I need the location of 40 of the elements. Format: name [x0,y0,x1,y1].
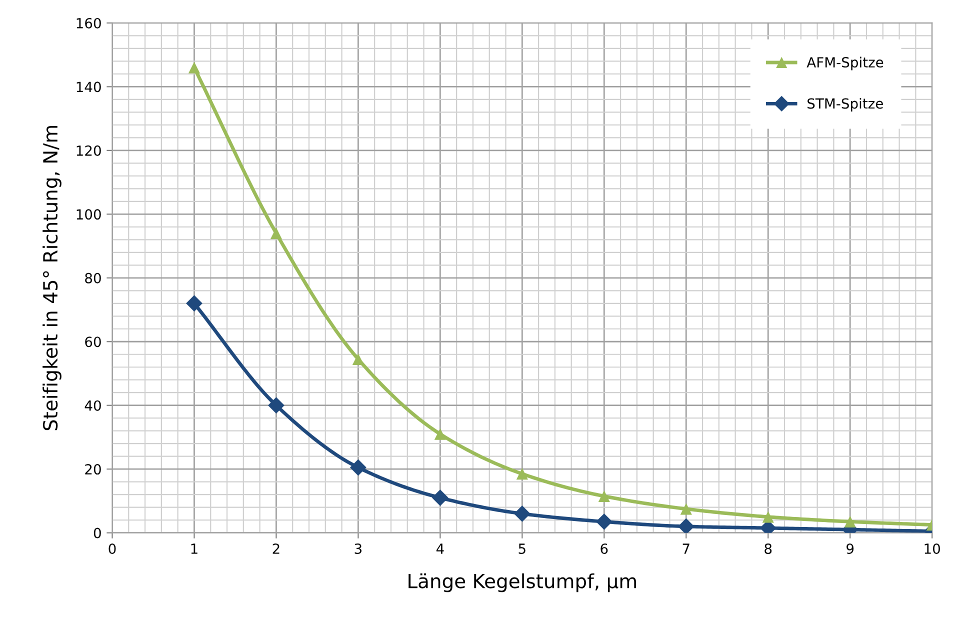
y-tick-label: 0 [94,528,101,538]
point [680,503,692,515]
point [186,295,202,312]
x-tick-label: 1 [191,544,198,554]
y-tick-label: 40 [84,400,101,411]
point [514,505,530,522]
y-tick-label: 140 [76,82,101,92]
x-tick-label: 10 [924,543,940,554]
point [350,459,366,476]
y-tick-label: 20 [85,464,101,475]
point [352,353,364,365]
x-tick-label: 4 [436,544,444,554]
x-tick-label: 6 [600,543,608,554]
y-tick-label: 60 [85,336,101,348]
point [762,511,774,523]
x-axis-title: Länge Kegelstumpf, µm [408,573,636,592]
y-tick-label: 120 [76,145,101,156]
y-tick-label: 160 [76,18,101,28]
x-tick-label: 2 [272,543,280,554]
point [188,62,200,74]
y-tick-label: 100 [76,209,101,220]
point [596,513,612,530]
point [516,468,528,480]
legend-label: AFM-Spitze [806,56,884,70]
point [844,516,856,528]
point [598,490,610,502]
x-tick-label: 7 [682,544,690,554]
point [270,227,282,240]
x-tick-label: 8 [764,543,772,554]
legend-label: STM-Spitze [808,98,883,112]
point [268,397,284,414]
point [432,490,448,506]
y-tick-label: 80 [85,272,101,284]
x-tick-label: 9 [846,543,854,554]
x-tick-label: 3 [354,543,362,554]
y-axis-title: Steifigkeit in 45° Richtung, N/m [42,126,62,430]
x-tick-label: 0 [108,543,116,554]
x-tick-label: 5 [518,544,526,554]
point [434,428,446,440]
point [678,518,694,533]
